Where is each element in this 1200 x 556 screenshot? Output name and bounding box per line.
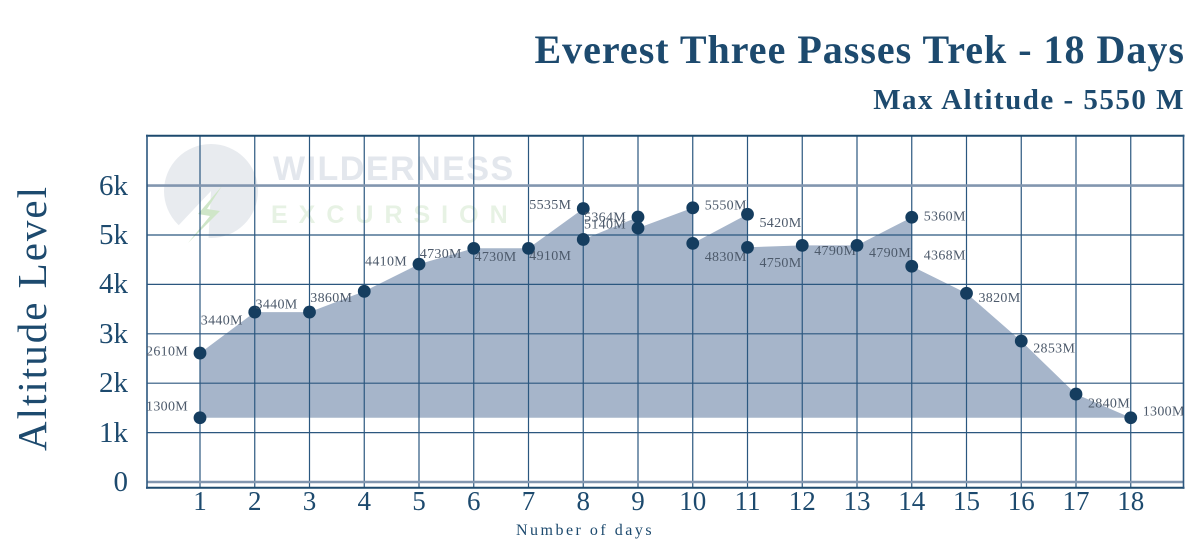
y-tick-label: 0 <box>113 466 129 498</box>
data-point-dot <box>412 257 426 271</box>
x-tick-label: 15 <box>953 486 980 516</box>
watermark-bolt-icon <box>188 186 222 243</box>
data-point-dot <box>741 207 754 221</box>
data-point-dot <box>686 201 700 215</box>
data-point-label: 5140M <box>584 218 626 233</box>
x-tick-label: 8 <box>576 486 591 516</box>
data-point-dot <box>576 233 590 246</box>
data-point-dot <box>357 284 371 298</box>
data-point-label: 4368M <box>924 249 966 264</box>
x-tick-label: 11 <box>734 486 761 516</box>
data-point-dot <box>522 241 535 255</box>
data-point-dot <box>960 286 973 300</box>
data-point-dot <box>1124 411 1138 425</box>
data-point-label: 4730M <box>420 247 462 262</box>
x-tick-label: 14 <box>898 486 926 516</box>
data-point-label: 2853M <box>1033 342 1075 357</box>
data-point-dot <box>467 241 481 255</box>
x-tick-label: 18 <box>1117 486 1145 516</box>
y-tick-label: 1k <box>99 416 128 449</box>
data-point-label: 5535M <box>529 198 571 213</box>
watermark-word-2: EXCURSION <box>271 201 519 229</box>
data-point-dot <box>248 305 262 319</box>
data-point-label: 1300M <box>1143 404 1185 419</box>
x-tick-label: 12 <box>788 486 816 516</box>
data-point-dot <box>1014 334 1028 348</box>
data-point-dot <box>631 221 645 235</box>
data-point-label: 5364M <box>584 211 626 226</box>
data-point-dot <box>1069 387 1083 401</box>
x-tick-label: 2 <box>248 486 262 516</box>
x-tick-label: 7 <box>521 486 536 516</box>
page-title: Everest Three Passes Trek - 18 Days <box>534 27 1185 72</box>
data-point-label: 2840M <box>1088 397 1130 412</box>
x-tick-label: 5 <box>412 486 426 516</box>
data-point-label: 3860M <box>310 291 352 306</box>
y-tick-label: 5k <box>99 219 128 251</box>
x-tick-label: 3 <box>302 486 317 516</box>
x-tick-label: 10 <box>679 486 707 516</box>
x-tick-label: 4 <box>357 486 372 516</box>
altitude-area-fill <box>200 207 1131 418</box>
data-point-label: 2610M <box>146 345 188 360</box>
y-tick-label: 4k <box>99 268 128 301</box>
data-point-label: 5550M <box>705 198 747 213</box>
x-tick-label: 9 <box>631 486 645 516</box>
data-point-label: 5360M <box>924 210 966 225</box>
data-point-label: 4750M <box>760 256 802 271</box>
x-tick-label: 17 <box>1062 486 1090 516</box>
data-point-label: 4830M <box>705 250 747 265</box>
data-point-label: 5420M <box>760 216 802 231</box>
watermark-logo-notch <box>160 191 211 248</box>
data-point-dot <box>193 411 207 425</box>
page-subtitle: Max Altitude - 5550 M <box>873 84 1185 116</box>
x-axis-title: Number of days <box>515 522 655 539</box>
data-point-dot <box>631 210 645 224</box>
data-point-label: 3440M <box>201 314 243 329</box>
x-tick-label: 13 <box>843 486 871 516</box>
data-point-label: 4410M <box>365 255 407 270</box>
data-point-dot <box>905 210 919 224</box>
data-point-dot <box>905 259 919 273</box>
data-point-label: 4910M <box>529 249 571 264</box>
data-point-label: 3440M <box>256 298 298 313</box>
data-point-dot <box>686 236 700 250</box>
data-point-dot <box>741 240 754 254</box>
data-point-dot <box>576 202 590 215</box>
y-tick-label: 6k <box>99 169 128 202</box>
x-tick-label: 6 <box>467 486 481 516</box>
data-point-dot <box>795 238 809 252</box>
data-point-label: 4790M <box>814 244 856 259</box>
x-tick-label: 16 <box>1007 486 1035 516</box>
y-tick-label: 2k <box>99 367 128 400</box>
data-point-dot <box>850 238 864 252</box>
data-point-dot <box>193 346 207 360</box>
data-point-label: 1300M <box>146 399 188 414</box>
x-tick-label: 1 <box>193 486 207 516</box>
data-point-label: 3820M <box>979 291 1021 306</box>
data-point-label: 4730M <box>475 250 517 265</box>
data-point-label: 4790M <box>869 246 911 261</box>
y-tick-label: 3k <box>99 317 128 350</box>
data-point-dot <box>303 305 316 319</box>
